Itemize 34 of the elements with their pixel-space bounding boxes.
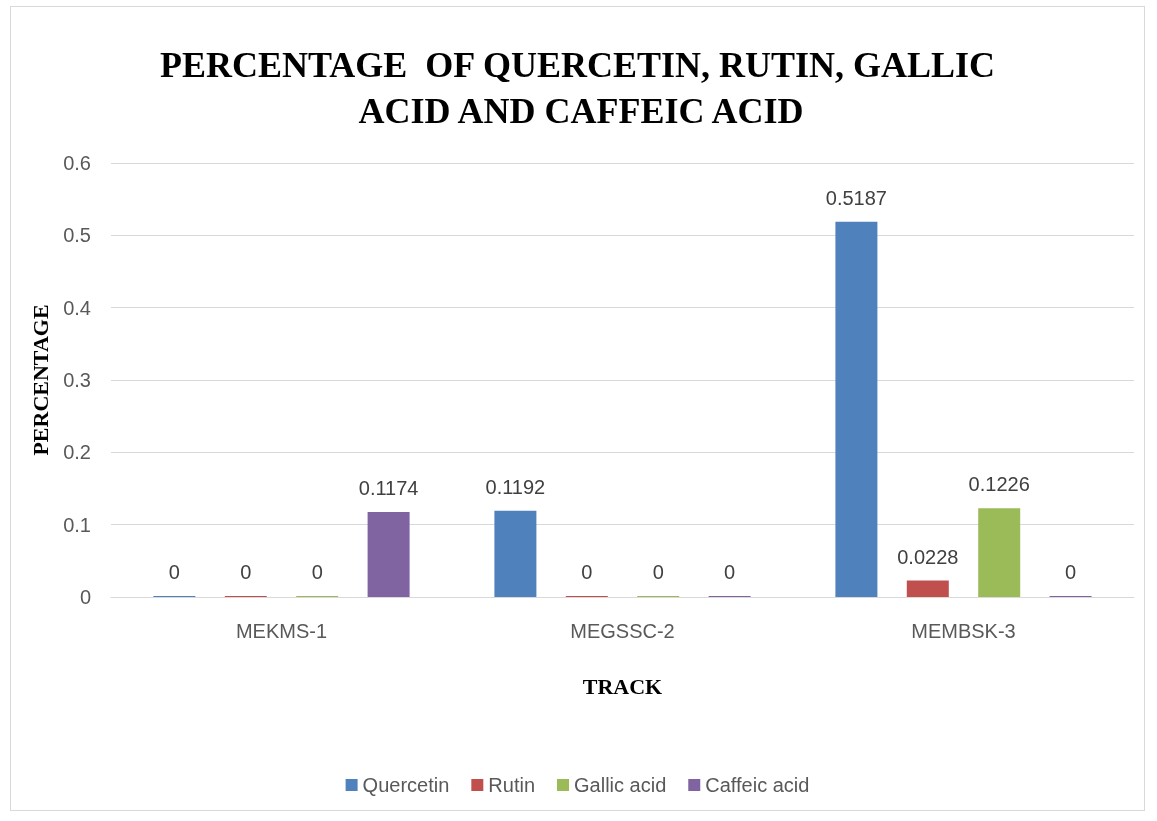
chart-title: PERCENTAGE OF QUERCETIN, RUTIN, GALLIC ACID AND CAFFEIC ACID — [159, 45, 996, 131]
data-label: 0.5187 — [825, 186, 887, 209]
data-label: 0.1192 — [485, 475, 546, 498]
data-label: 0 — [652, 561, 664, 583]
y-tick-label: 0.2 — [63, 441, 91, 464]
x-tick-label: MEMBSK-3 — [911, 620, 1016, 642]
legend-label: Rutin — [488, 774, 536, 796]
y-axis-title: PERCENTAGE — [27, 304, 53, 456]
y-tick-label: 0.3 — [63, 369, 91, 391]
data-label: 0 — [168, 561, 180, 583]
y-tick-label: 0.4 — [63, 296, 91, 319]
x-tick-label: MEKMS-1 — [235, 620, 328, 642]
x-axis-title: TRACK — [582, 673, 663, 699]
data-label: 0 — [1065, 561, 1077, 583]
x-tick-label: MEGSSC-2 — [570, 620, 675, 642]
y-tick-label: 0.6 — [63, 152, 91, 174]
y-tick-label: 0.1 — [63, 513, 91, 536]
bar — [906, 580, 949, 597]
bar — [978, 508, 1021, 597]
data-label: 0 — [311, 561, 323, 583]
y-tick-label: 0.5 — [63, 224, 91, 247]
legend-label: Caffeic acid — [705, 774, 810, 796]
bar — [835, 221, 878, 597]
legend-label: Quercetin — [362, 774, 450, 796]
data-label: 0.1226 — [968, 473, 1030, 496]
data-label: 0 — [724, 561, 736, 583]
data-label: 0 — [581, 561, 593, 583]
y-tick-label: 0 — [79, 586, 91, 608]
data-label: 0.0228 — [897, 545, 959, 568]
bar — [367, 512, 410, 597]
bar — [494, 510, 537, 597]
data-label: 0.1174 — [358, 477, 419, 500]
legend-label: Gallic acid — [574, 774, 667, 796]
data-label: 0 — [240, 561, 252, 583]
